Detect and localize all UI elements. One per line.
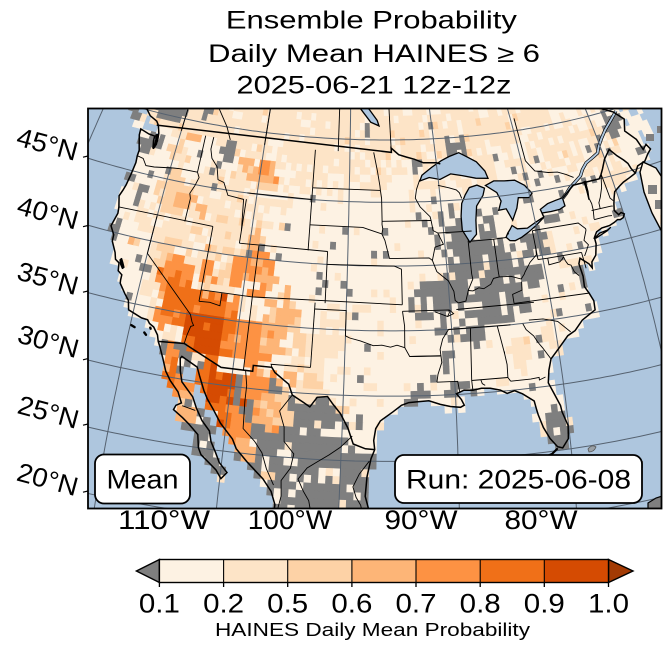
- svg-text:HAINES Daily Mean Probability: HAINES Daily Mean Probability: [215, 619, 531, 640]
- svg-text:0.5: 0.5: [267, 589, 308, 619]
- svg-text:1.0: 1.0: [588, 589, 629, 619]
- svg-text:90°W: 90°W: [385, 505, 458, 535]
- svg-text:0.2: 0.2: [203, 589, 244, 619]
- svg-text:80°W: 80°W: [505, 505, 578, 535]
- svg-text:2025-06-21 12z-12z: 2025-06-21 12z-12z: [237, 73, 512, 100]
- svg-text:Ensemble Probability: Ensemble Probability: [226, 8, 518, 35]
- svg-text:110°W: 110°W: [118, 505, 210, 535]
- svg-text:0.6: 0.6: [331, 589, 372, 619]
- svg-text:0.7: 0.7: [396, 589, 437, 619]
- svg-text:Mean: Mean: [107, 465, 179, 495]
- svg-text:0.1: 0.1: [139, 589, 180, 619]
- svg-text:0.9: 0.9: [524, 589, 565, 619]
- svg-text:Daily Mean HAINES ≥ 6: Daily Mean HAINES ≥ 6: [208, 41, 540, 68]
- svg-text:0.8: 0.8: [460, 589, 501, 619]
- svg-text:100°W: 100°W: [248, 505, 333, 535]
- svg-text:Run: 2025-06-08: Run: 2025-06-08: [406, 465, 631, 495]
